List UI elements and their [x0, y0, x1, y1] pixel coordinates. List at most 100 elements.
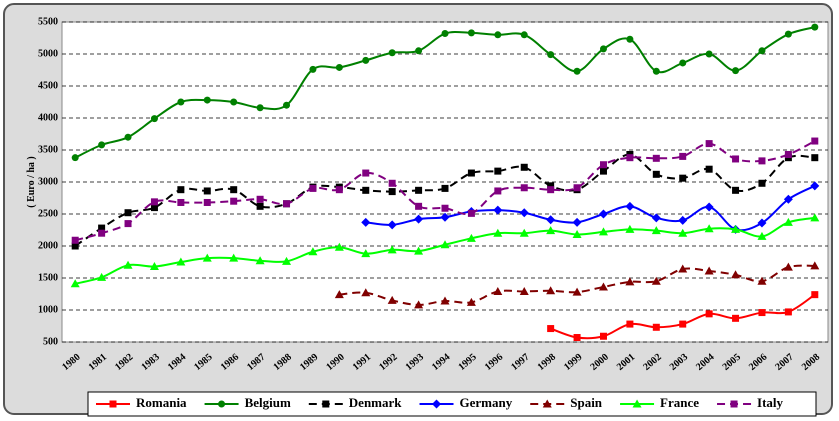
marker [758, 179, 766, 187]
marker [97, 272, 107, 281]
y-tick-label: 2500 [38, 208, 58, 219]
marker [598, 282, 608, 291]
marker [573, 184, 581, 192]
marker [467, 29, 475, 37]
marker [732, 314, 740, 322]
marker [811, 137, 819, 145]
marker [176, 257, 186, 266]
marker [388, 188, 396, 196]
marker [415, 186, 423, 194]
y-tick-label: 1000 [38, 304, 58, 315]
marker [758, 157, 766, 165]
marker [519, 208, 529, 218]
marker [705, 310, 713, 318]
marker [573, 334, 581, 342]
marker [283, 101, 291, 109]
marker [598, 227, 608, 236]
marker [98, 224, 106, 232]
marker [599, 45, 607, 53]
marker [98, 141, 106, 149]
marker [124, 220, 132, 228]
legend-label: France [660, 395, 699, 410]
marker [388, 49, 396, 57]
marker [414, 300, 424, 309]
marker [784, 308, 792, 316]
marker [626, 320, 634, 328]
marker [598, 209, 608, 219]
marker [309, 65, 317, 73]
marker [283, 200, 291, 208]
marker [282, 256, 292, 265]
marker [218, 400, 226, 408]
marker [651, 213, 661, 223]
marker [810, 213, 820, 222]
legend-label: Belgium [245, 395, 291, 410]
marker [109, 400, 117, 408]
marker [546, 226, 556, 235]
marker [520, 184, 528, 192]
marker [519, 228, 529, 237]
marker [599, 332, 607, 340]
marker [493, 228, 503, 237]
marker [811, 154, 819, 162]
marker [783, 262, 793, 271]
marker [387, 245, 397, 254]
marker [322, 400, 330, 408]
marker [652, 67, 660, 75]
marker [547, 186, 555, 194]
marker [415, 202, 423, 210]
marker [335, 63, 343, 71]
marker [440, 240, 450, 249]
marker [361, 288, 371, 297]
marker [441, 204, 449, 212]
marker [230, 98, 238, 106]
marker [732, 67, 740, 75]
marker [679, 152, 687, 160]
marker [334, 242, 344, 251]
marker [177, 98, 185, 106]
marker [361, 249, 371, 258]
marker [230, 186, 238, 194]
marker [203, 198, 211, 206]
marker [203, 96, 211, 104]
marker [177, 198, 185, 206]
marker [493, 205, 503, 215]
marker [415, 47, 423, 55]
marker [705, 140, 713, 148]
y-tick-label: 3000 [38, 176, 58, 187]
marker [625, 201, 635, 211]
marker [547, 51, 555, 59]
marker [652, 323, 660, 331]
marker [177, 186, 185, 194]
y-axis-label: ( Euro / ha ) [26, 156, 37, 208]
marker [678, 215, 688, 225]
marker [783, 194, 793, 204]
marker [731, 270, 741, 279]
legend-label: Romania [136, 395, 187, 410]
marker [362, 56, 370, 64]
marker [572, 229, 582, 238]
marker [811, 23, 819, 31]
legend-label: Denmark [349, 395, 402, 410]
marker [414, 214, 424, 224]
marker [572, 217, 582, 227]
marker [626, 35, 634, 43]
y-tick-label: 2000 [38, 240, 58, 251]
y-tick-label: 1500 [38, 272, 58, 283]
marker [546, 286, 556, 295]
marker [362, 186, 370, 194]
marker [704, 224, 714, 233]
marker [414, 246, 424, 255]
marker [705, 165, 713, 173]
y-tick-label: 5000 [38, 48, 58, 59]
marker [466, 297, 476, 306]
marker [71, 154, 79, 162]
marker [71, 236, 79, 244]
marker [440, 296, 450, 305]
marker [256, 104, 264, 112]
marker [632, 399, 642, 408]
marker [467, 209, 475, 217]
marker [493, 286, 503, 295]
marker [441, 30, 449, 38]
